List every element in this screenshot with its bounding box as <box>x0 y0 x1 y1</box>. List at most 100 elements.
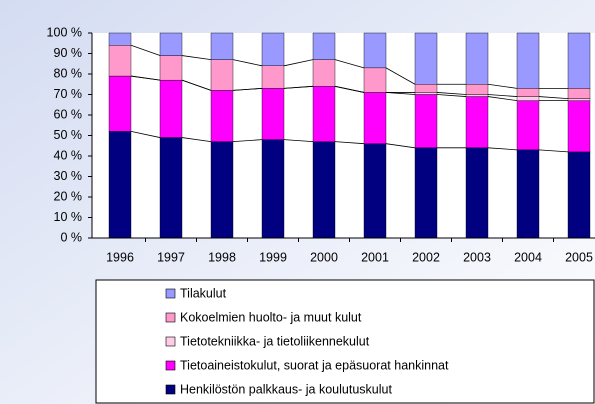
bar-segment <box>516 100 540 151</box>
y-tick-label: 30 % <box>54 169 83 183</box>
series-line <box>538 149 569 153</box>
legend-label: Tilakulut <box>180 286 227 300</box>
y-tick-label: 100 % <box>47 25 82 39</box>
y-tick-label: 70 % <box>54 87 83 101</box>
series-line <box>487 94 518 97</box>
series-line <box>436 92 467 95</box>
series-line <box>334 141 365 145</box>
bar-segment <box>210 141 234 239</box>
bar-segment <box>312 32 336 60</box>
legend-label: Henkilöstön palkkaus- ja koulutuskulut <box>180 382 392 396</box>
series-line <box>283 59 314 67</box>
bar-segment <box>108 45 132 77</box>
series-line <box>436 94 467 97</box>
bar-segment <box>465 32 489 85</box>
bar-segment <box>414 94 438 148</box>
x-tick-label: 2002 <box>412 250 440 264</box>
legend-swatch <box>165 288 176 299</box>
x-tick-label: 1996 <box>106 250 134 264</box>
x-tick-label: 1998 <box>208 250 236 264</box>
legend-box <box>95 279 595 404</box>
y-tick-label: 0 % <box>60 230 82 244</box>
x-tick-label: 1997 <box>157 250 185 264</box>
series-line <box>181 55 212 61</box>
series-line <box>232 139 263 143</box>
bar-segment <box>159 32 183 56</box>
bar-segment <box>261 88 285 140</box>
bar-segment <box>261 139 285 239</box>
bar-segment <box>414 92 438 95</box>
y-tick-label: 80 % <box>54 66 83 80</box>
series-line <box>385 67 416 85</box>
legend-label: Kokoelmien huolto- ja muut kulut <box>180 310 362 324</box>
bar-segment <box>567 32 591 89</box>
bar-segment <box>567 88 591 99</box>
bar-segment <box>312 86 336 142</box>
bar-segment <box>516 88 540 97</box>
bar-segment <box>363 67 387 93</box>
bar-segment <box>261 32 285 66</box>
bar-segment <box>414 84 438 93</box>
series-line <box>130 131 161 138</box>
bar-segment <box>516 32 540 89</box>
bar-segment <box>516 96 540 101</box>
x-tick-label: 2001 <box>361 250 389 264</box>
bar-segment <box>567 151 591 239</box>
bar-segment <box>108 32 132 46</box>
bar-segment <box>159 55 183 81</box>
y-tick-label: 10 % <box>54 210 83 224</box>
bar-segment <box>465 147 489 239</box>
y-tick-label: 40 % <box>54 148 83 162</box>
y-tick-label: 20 % <box>54 189 83 203</box>
bar-segment <box>363 32 387 69</box>
series-line <box>130 44 161 56</box>
series-line <box>181 79 212 91</box>
series-line <box>538 96 569 99</box>
y-tick-label: 60 % <box>54 107 83 121</box>
legend-swatch <box>165 384 176 395</box>
series-line <box>130 75 161 81</box>
series-line <box>385 143 416 149</box>
bar-segment <box>108 131 132 239</box>
legend-label: Tietoaineistokulut, suorat ja epäsuorat … <box>180 358 449 372</box>
series-line <box>232 59 263 67</box>
legend-swatch <box>165 360 176 371</box>
bar-segment <box>363 143 387 239</box>
series-line <box>334 59 365 69</box>
bar-segment <box>210 32 234 60</box>
series-line <box>487 83 518 89</box>
x-tick-label: 1999 <box>259 250 287 264</box>
bar-segment <box>363 92 387 144</box>
bar-segment <box>414 32 438 85</box>
legend-label: Tietotekniikka- ja tietoliikennekulut <box>180 334 370 348</box>
bar-segment <box>414 147 438 239</box>
series-line <box>487 96 518 102</box>
bar-segment <box>465 84 489 95</box>
bar-segment <box>567 98 591 101</box>
legend-swatch <box>165 336 176 347</box>
bar-segment <box>516 149 540 239</box>
series-line <box>334 85 365 93</box>
series-line <box>232 87 263 91</box>
x-tick-label: 2005 <box>565 250 593 264</box>
bar-segment <box>261 65 285 89</box>
bar-segment <box>465 94 489 97</box>
series-line <box>283 85 314 89</box>
bar-segment <box>210 90 234 142</box>
x-tick-label: 2000 <box>310 250 338 264</box>
bar-segment <box>312 141 336 239</box>
x-tick-label: 2004 <box>514 250 542 264</box>
series-line <box>487 147 518 151</box>
legend-swatch <box>165 312 176 323</box>
bar-segment <box>159 79 183 138</box>
bar-segment <box>159 137 183 239</box>
bar-segment <box>567 100 591 153</box>
bar-segment <box>210 59 234 91</box>
series-line <box>283 139 314 143</box>
bar-segment <box>108 75 132 132</box>
bar-segment <box>312 59 336 87</box>
x-tick-label: 2003 <box>463 250 491 264</box>
y-tick-label: 90 % <box>54 46 83 60</box>
series-line <box>181 137 212 143</box>
